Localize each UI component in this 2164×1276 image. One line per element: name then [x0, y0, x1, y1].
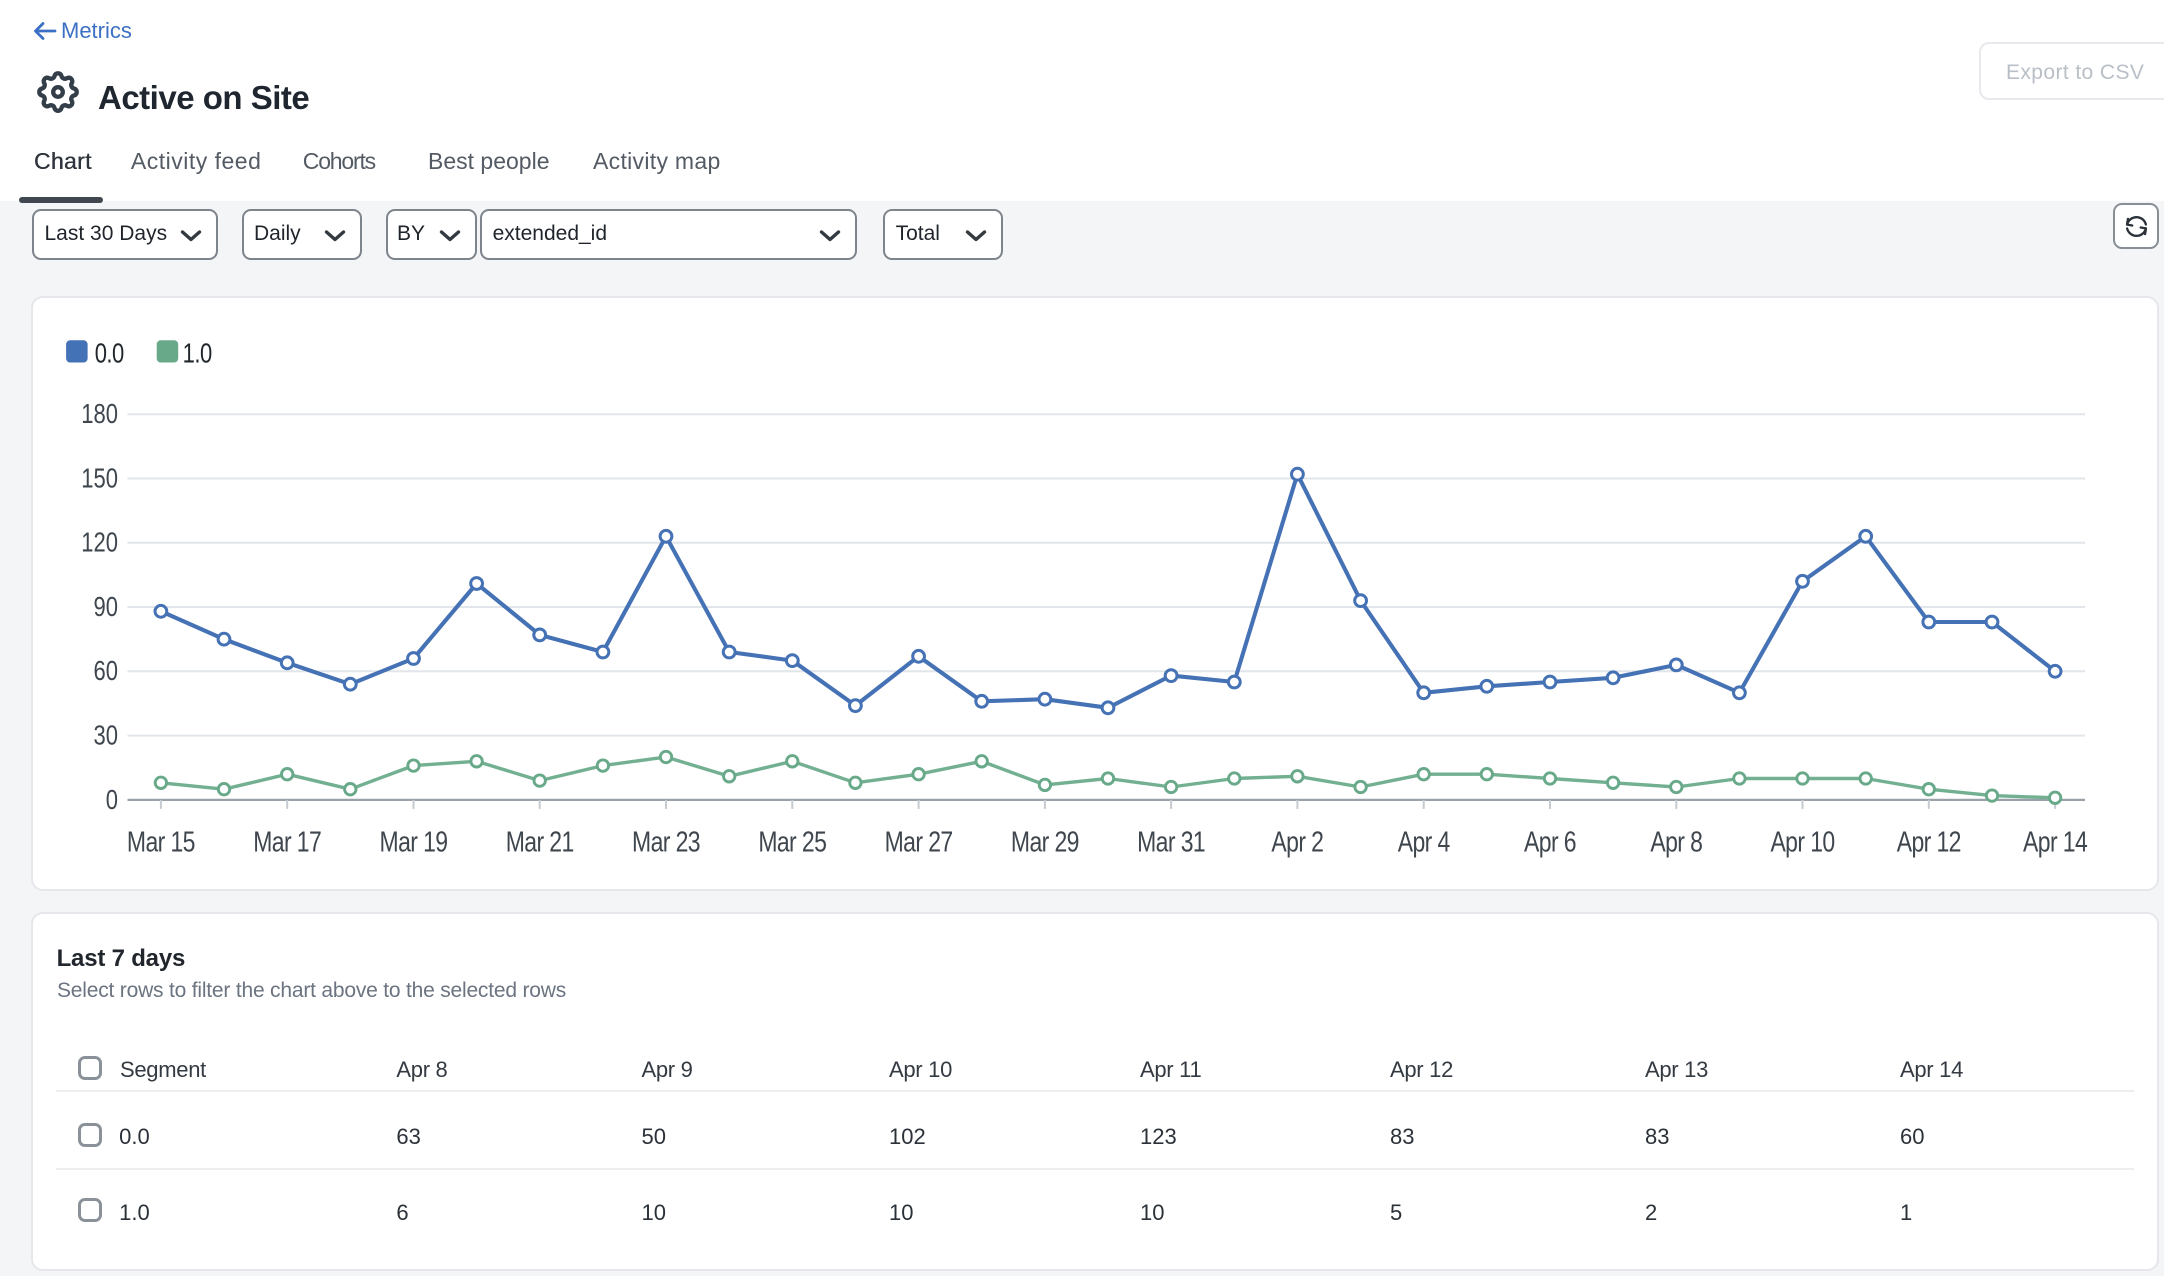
svg-text:Apr 14: Apr 14 [2023, 825, 2087, 858]
svg-text:Apr 2: Apr 2 [1271, 825, 1323, 858]
svg-text:Apr 4: Apr 4 [1398, 825, 1450, 858]
svg-text:Mar 29: Mar 29 [1011, 825, 1079, 858]
svg-text:Mar 31: Mar 31 [1137, 825, 1205, 858]
svg-text:Apr 12: Apr 12 [1897, 825, 1961, 858]
svg-text:150: 150 [81, 463, 118, 494]
svg-text:120: 120 [81, 528, 118, 559]
svg-text:Mar 23: Mar 23 [632, 825, 700, 858]
svg-text:Mar 15: Mar 15 [127, 825, 195, 858]
svg-text:Apr 10: Apr 10 [1770, 825, 1834, 858]
svg-text:60: 60 [94, 656, 118, 687]
svg-text:Apr 6: Apr 6 [1524, 825, 1576, 858]
svg-text:0: 0 [106, 785, 118, 816]
svg-text:Mar 19: Mar 19 [380, 825, 448, 858]
svg-text:Mar 27: Mar 27 [885, 825, 953, 858]
svg-text:0.0: 0.0 [95, 339, 124, 370]
svg-text:1.0: 1.0 [183, 339, 212, 370]
svg-text:90: 90 [94, 592, 118, 623]
svg-text:Mar 17: Mar 17 [253, 825, 321, 858]
svg-text:180: 180 [81, 399, 118, 430]
svg-text:Apr 8: Apr 8 [1650, 825, 1702, 858]
svg-text:Mar 25: Mar 25 [758, 825, 826, 858]
svg-text:Mar 21: Mar 21 [506, 825, 574, 858]
svg-text:30: 30 [94, 721, 118, 752]
